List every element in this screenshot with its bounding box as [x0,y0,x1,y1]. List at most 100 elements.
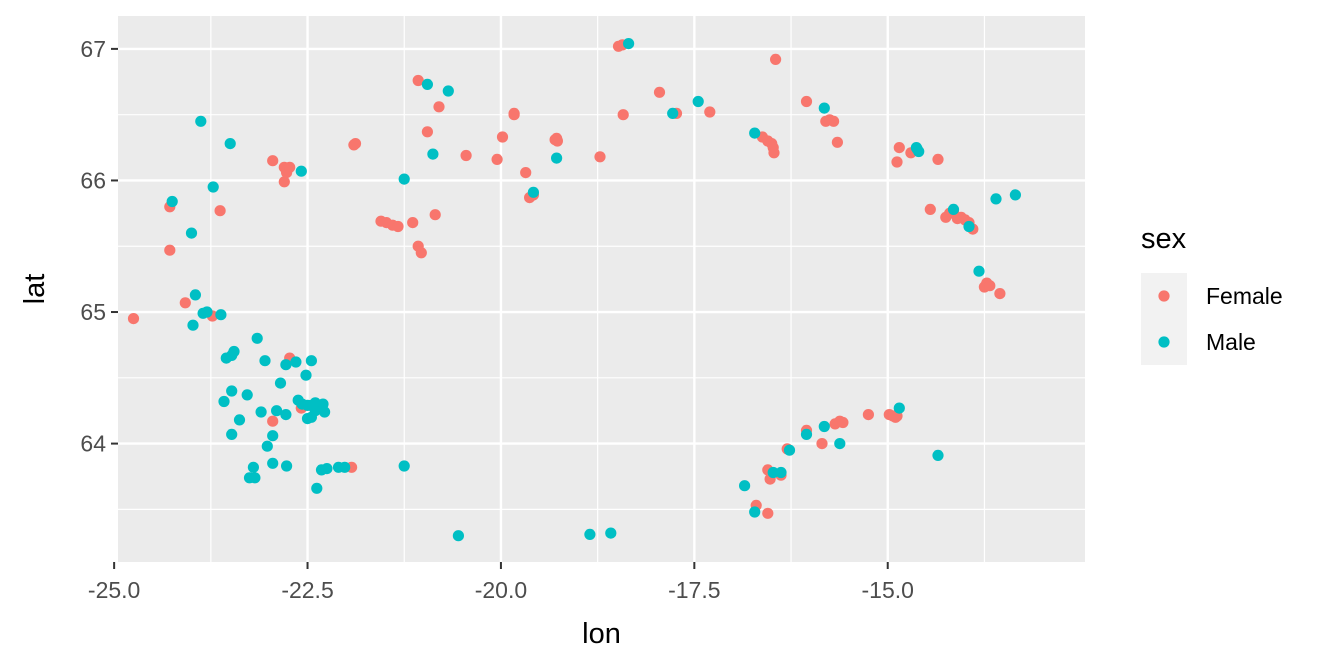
data-point-female [617,109,629,121]
data-point-male [301,413,314,425]
legend-marker-male [1158,336,1170,348]
data-point-female [828,115,840,127]
data-point-male [267,457,279,469]
data-point-male [818,102,830,114]
major-gridlines [112,16,1085,562]
data-point-male [421,78,433,90]
data-point-female [267,415,279,427]
data-point-female [421,126,433,138]
x-tick-label: -20.0 [475,577,527,603]
data-point-female [179,297,191,309]
data-point-male [551,152,563,164]
data-point-male [749,506,761,518]
data-point-female [704,106,716,118]
data-point-female [433,101,445,113]
data-point-male [739,480,751,492]
data-point-male [280,409,292,421]
legend: sex Female Male [1141,223,1283,365]
data-point-female [932,153,944,165]
data-point-male [893,402,905,414]
data-point-male [911,143,923,155]
data-point-male [224,138,236,150]
data-point-male [166,195,178,208]
data-point-male [274,377,287,389]
data-point-male [249,472,261,484]
data-point-female [940,211,952,223]
data-point-male [1009,189,1022,201]
data-point-male [319,406,331,418]
y-tick-label: 67 [80,36,106,62]
y-tick-label: 66 [80,167,106,193]
data-point-male [339,461,351,473]
data-point-female [496,131,509,143]
data-point-female [267,155,279,167]
data-point-female [348,139,360,151]
data-point-female [862,409,875,421]
data-point-male [218,395,230,408]
data-point-female [762,507,774,519]
data-point-female [889,411,902,423]
data-point-male [207,181,219,193]
x-tick-label: -17.5 [668,577,720,603]
x-tick-label: -15.0 [862,577,914,603]
data-point-female [800,95,813,108]
data-point-male [783,444,796,456]
y-tick-label: 64 [80,431,106,457]
data-point-male [280,359,292,371]
data-point-female [837,416,849,429]
data-point-male [749,127,761,139]
data-point-male [427,148,439,160]
data-point-male [452,530,464,542]
data-point-female [214,205,226,217]
data-point-male [834,438,846,450]
data-point-female [984,280,996,292]
data-points [127,38,1022,542]
data-point-male [973,265,985,277]
data-point-male [990,193,1002,205]
data-point-female [429,209,441,221]
data-point-male [963,220,975,233]
data-point-male [800,428,813,440]
data-point-male [305,355,317,367]
data-point-female [924,203,936,215]
data-point-female [278,176,290,188]
data-point-male [605,527,617,539]
data-point-female [893,142,905,154]
data-point-female [392,220,404,233]
data-point-female [768,147,780,159]
data-point-male [226,428,238,440]
data-point-female [508,107,520,119]
data-point-male [201,306,213,318]
data-point-male [267,430,279,442]
data-point-female [653,86,666,98]
data-point-male [189,289,201,301]
data-point-male [195,115,207,127]
data-point-male [692,95,704,108]
x-tick-label: -22.5 [281,577,333,603]
data-point-female [415,247,427,259]
data-point-female [491,153,503,165]
data-point-male [398,173,410,185]
data-point-male [623,38,635,50]
legend-title: sex [1141,223,1187,255]
plot-panel-background [118,16,1085,562]
data-point-male [290,356,302,368]
data-point-male [527,186,540,198]
data-point-male [241,389,253,401]
legend-label-female: Female [1206,283,1283,309]
data-point-male [226,385,238,397]
data-point-male [215,309,227,321]
data-point-male [767,466,779,479]
data-point-male [818,420,830,433]
data-point-female [816,438,828,450]
y-tick-label: 65 [80,299,106,325]
data-point-female [520,167,532,179]
axes: -25.0 -22.5 -20.0 -17.5 -15.0 64 65 66 67 [80,36,914,603]
data-point-male [259,355,271,367]
data-point-female [460,149,472,162]
data-point-male [584,528,596,541]
data-point-female [831,136,844,148]
data-point-male [311,482,323,494]
data-point-male [295,165,307,177]
